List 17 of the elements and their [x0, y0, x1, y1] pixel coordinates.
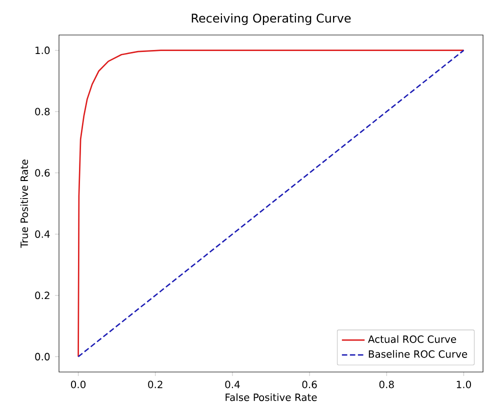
y-tick-label: 0.8: [35, 108, 50, 116]
x-tick-label: 0.4: [225, 380, 240, 388]
y-tick-label: 1.0: [36, 46, 50, 54]
x-axis-title: False Positive Rate: [226, 393, 317, 402]
y-tick-label: 0.0: [35, 352, 50, 360]
x-tick-label: 1.0: [456, 380, 471, 388]
x-tick-label: 0.6: [302, 380, 317, 388]
chart-title: Receiving Operating Curve: [192, 13, 351, 25]
legend-label: Baseline ROC Curve: [368, 350, 468, 358]
y-tick-label: 0.2: [35, 292, 50, 300]
y-tick-label: 0.6: [35, 169, 50, 177]
x-tick-label: 0.8: [379, 380, 394, 388]
x-tick-label: 0.0: [71, 380, 86, 388]
y-tick-label: 0.4: [35, 230, 50, 238]
x-tick-label: 0.2: [148, 380, 162, 388]
y-axis-title: True Positive Rate: [20, 160, 28, 248]
legend-label: Actual ROC Curve: [368, 335, 456, 343]
